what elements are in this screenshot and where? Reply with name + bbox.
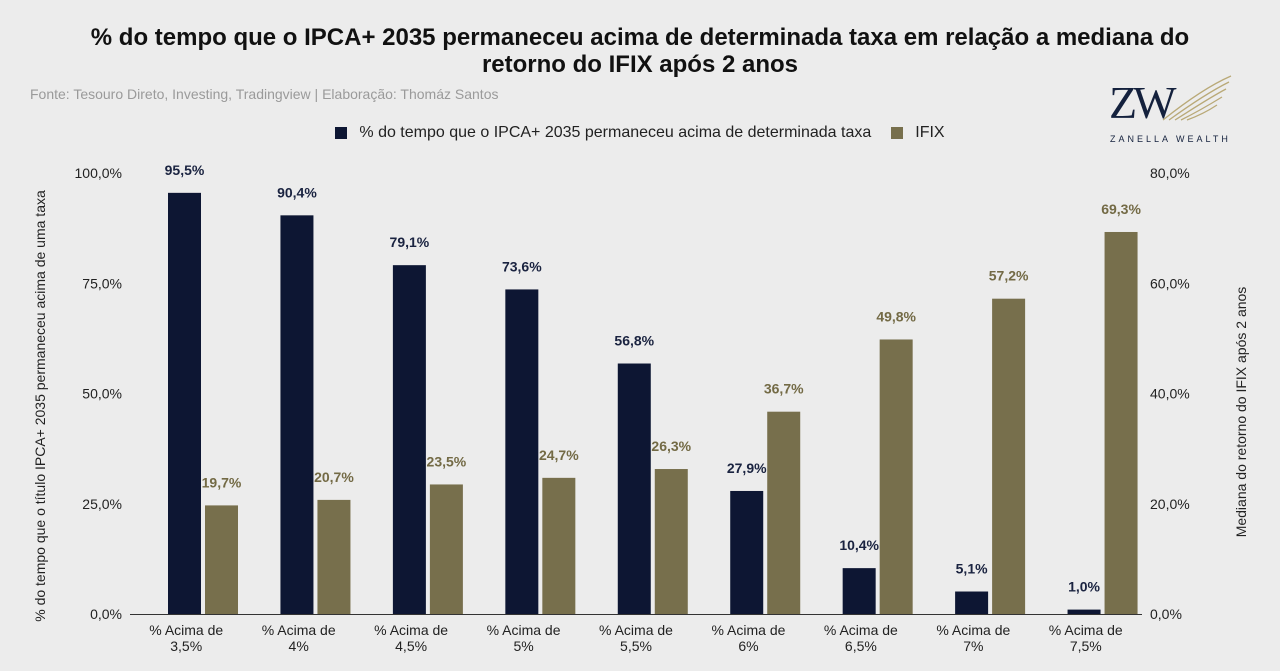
logo-monogram: ZW (1109, 77, 1176, 128)
y-right-tick-label: 80,0% (1150, 165, 1190, 181)
y-axis-left-title: % do tempo que o título IPCA+ 2035 perma… (32, 190, 48, 622)
data-label-ipca: 90,4% (277, 184, 317, 200)
x-tick-label-line1: % Acima de (374, 622, 448, 638)
legend-swatch-ifix (891, 127, 904, 139)
bar-ipca (392, 265, 426, 614)
x-tick-label-line2: 7% (963, 638, 983, 654)
y-left-tick-label: 25,0% (82, 496, 122, 512)
x-tick-label-line1: % Acima de (262, 622, 336, 638)
x-tick-label-line2: 6% (738, 638, 758, 654)
bar-ipca (955, 591, 989, 614)
bar-ifix (542, 477, 576, 614)
bar-ifix (879, 339, 913, 614)
x-tick-label-line1: % Acima de (149, 622, 223, 638)
chart-legend: % do tempo que o IPCA+ 2035 permaneceu a… (0, 124, 1280, 142)
x-tick-label-line2: 7,5% (1070, 638, 1102, 654)
chart-title-line-2: retorno do IFIX após 2 anos (481, 51, 799, 78)
x-tick-label-line2: 4,5% (395, 638, 427, 654)
bar-ifix (317, 499, 351, 614)
y-right-tick-label: 0,0% (1150, 606, 1182, 622)
bar-ifix (767, 411, 801, 614)
x-tick-label-line1: % Acima de (711, 622, 785, 638)
data-label-ipca: 95,5% (165, 162, 205, 178)
x-tick-label-line2: 5,5% (620, 638, 652, 654)
x-tick-label-line2: 4% (289, 638, 309, 654)
legend-item-ipca: % do tempo que o IPCA+ 2035 permaneceu a… (335, 124, 871, 142)
legend-swatch-ipca (335, 127, 348, 139)
x-tick-label-line1: % Acima de (1049, 622, 1123, 638)
bar-ipca (505, 289, 539, 614)
data-label-ifix: 24,7% (539, 447, 579, 463)
y-left-tick-label: 100,0% (75, 165, 122, 181)
bar-ipca (1067, 609, 1101, 614)
logo-brand-name: ZANELLA WEALTH (1110, 134, 1231, 144)
y-left-tick-label: 75,0% (82, 275, 122, 291)
x-tick-label-line2: 6,5% (845, 638, 877, 654)
wing-icon (1162, 75, 1232, 121)
legend-item-ifix: IFIX (891, 124, 945, 142)
data-label-ifix: 36,7% (764, 381, 804, 397)
data-label-ipca: 79,1% (390, 234, 430, 250)
bar-ipca (280, 215, 314, 614)
data-label-ipca: 73,6% (502, 258, 542, 274)
legend-label-ifix: IFIX (915, 124, 945, 141)
bar-ipca (168, 192, 201, 614)
bar-ipca (730, 490, 764, 614)
data-label-ifix: 57,2% (989, 268, 1029, 284)
bar-ifix (1104, 231, 1138, 614)
data-label-ifix: 26,3% (651, 438, 691, 454)
bar-ifix (654, 469, 688, 614)
x-tick-label-line2: 5% (513, 638, 533, 654)
data-label-ifix: 49,8% (876, 308, 916, 324)
data-label-ipca: 1,0% (1068, 579, 1100, 595)
bar-ifix (429, 484, 463, 614)
x-tick-label-line1: % Acima de (487, 622, 561, 638)
legend-label-ipca: % do tempo que o IPCA+ 2035 permaneceu a… (359, 124, 872, 141)
y-left-tick-label: 50,0% (82, 386, 122, 402)
data-label-ifix: 19,7% (202, 474, 242, 490)
zanella-wealth-logo: ZW ZANELLA WEALTH (1103, 74, 1233, 150)
x-tick-label-line1: % Acima de (599, 622, 673, 638)
bar-ifix (992, 298, 1026, 614)
x-tick-label-line2: 3,5% (170, 638, 202, 654)
y-right-tick-label: 60,0% (1150, 275, 1190, 291)
x-tick-label-line1: % Acima de (824, 622, 898, 638)
y-left-tick-label: 0,0% (90, 606, 122, 622)
data-label-ifix: 20,7% (314, 469, 354, 485)
data-label-ifix: 69,3% (1101, 201, 1141, 217)
bar-ipca (842, 568, 876, 614)
data-label-ipca: 10,4% (839, 537, 879, 553)
y-axis-right-title: Mediana do retorno do IFIX após 2 anos (1233, 286, 1249, 538)
x-tick-label-line1: % Acima de (936, 622, 1010, 638)
data-label-ifix: 23,5% (427, 453, 467, 469)
source-note: Fonte: Tesouro Direto, Investing, Tradin… (30, 86, 499, 102)
data-label-ipca: 5,1% (956, 561, 988, 577)
data-label-ipca: 27,9% (727, 460, 767, 476)
y-right-tick-label: 40,0% (1150, 386, 1190, 402)
chart-title-line-1: % do tempo que o IPCA+ 2035 permaneceu a… (90, 24, 1190, 51)
bar-ifix (205, 505, 238, 614)
y-right-tick-label: 20,0% (1150, 496, 1190, 512)
data-label-ipca: 56,8% (614, 333, 654, 349)
bar-ipca (617, 363, 651, 614)
chart-title: % do tempo que o IPCA+ 2035 permaneceu a… (0, 24, 1280, 78)
